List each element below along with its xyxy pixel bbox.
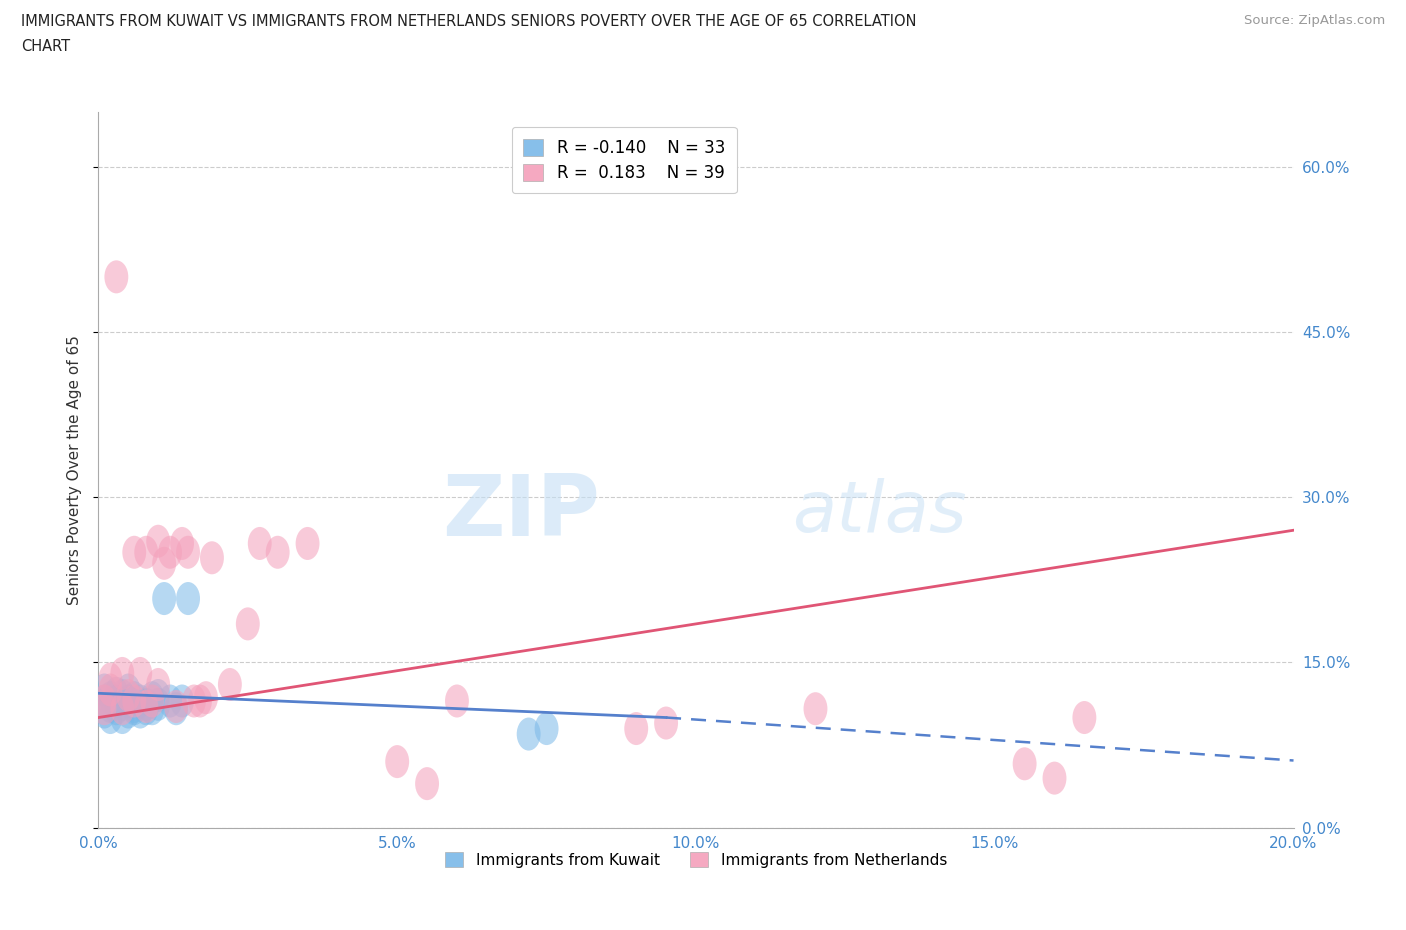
Ellipse shape (624, 712, 648, 745)
Ellipse shape (111, 692, 135, 725)
Ellipse shape (98, 690, 122, 723)
Ellipse shape (141, 681, 165, 714)
Text: atlas: atlas (792, 478, 966, 547)
Ellipse shape (122, 681, 146, 714)
Ellipse shape (152, 582, 176, 615)
Text: Source: ZipAtlas.com: Source: ZipAtlas.com (1244, 14, 1385, 27)
Ellipse shape (146, 668, 170, 701)
Ellipse shape (128, 684, 152, 718)
Ellipse shape (111, 701, 135, 734)
Ellipse shape (295, 527, 319, 560)
Ellipse shape (122, 690, 146, 723)
Ellipse shape (654, 707, 678, 739)
Ellipse shape (104, 677, 128, 710)
Ellipse shape (98, 681, 122, 714)
Ellipse shape (98, 662, 122, 696)
Ellipse shape (170, 684, 194, 718)
Ellipse shape (111, 679, 135, 712)
Ellipse shape (446, 684, 470, 718)
Ellipse shape (117, 696, 141, 728)
Ellipse shape (266, 536, 290, 569)
Ellipse shape (122, 684, 146, 718)
Ellipse shape (135, 690, 159, 723)
Text: CHART: CHART (21, 39, 70, 54)
Ellipse shape (236, 607, 260, 641)
Ellipse shape (804, 692, 827, 725)
Ellipse shape (104, 692, 128, 725)
Ellipse shape (98, 673, 122, 707)
Ellipse shape (135, 688, 159, 721)
Ellipse shape (104, 260, 128, 293)
Ellipse shape (93, 684, 117, 718)
Ellipse shape (146, 525, 170, 558)
Ellipse shape (247, 527, 271, 560)
Ellipse shape (159, 536, 183, 569)
Ellipse shape (218, 668, 242, 701)
Ellipse shape (104, 684, 128, 718)
Ellipse shape (135, 692, 159, 725)
Ellipse shape (165, 690, 188, 723)
Ellipse shape (93, 684, 117, 718)
Ellipse shape (176, 582, 200, 615)
Ellipse shape (117, 679, 141, 712)
Text: IMMIGRANTS FROM KUWAIT VS IMMIGRANTS FROM NETHERLANDS SENIORS POVERTY OVER THE A: IMMIGRANTS FROM KUWAIT VS IMMIGRANTS FRO… (21, 14, 917, 29)
Ellipse shape (93, 692, 117, 725)
Ellipse shape (194, 681, 218, 714)
Ellipse shape (200, 541, 224, 575)
Ellipse shape (122, 692, 146, 725)
Ellipse shape (128, 657, 152, 690)
Ellipse shape (117, 684, 141, 718)
Ellipse shape (534, 712, 558, 745)
Text: ZIP: ZIP (443, 472, 600, 554)
Ellipse shape (517, 718, 541, 751)
Ellipse shape (165, 692, 188, 725)
Ellipse shape (183, 684, 207, 718)
Ellipse shape (111, 657, 135, 690)
Ellipse shape (159, 684, 183, 718)
Ellipse shape (170, 527, 194, 560)
Ellipse shape (93, 696, 117, 728)
Ellipse shape (141, 684, 165, 718)
Ellipse shape (141, 692, 165, 725)
Ellipse shape (111, 688, 135, 721)
Ellipse shape (1043, 762, 1067, 794)
Legend: Immigrants from Kuwait, Immigrants from Netherlands: Immigrants from Kuwait, Immigrants from … (439, 845, 953, 874)
Ellipse shape (122, 536, 146, 569)
Ellipse shape (415, 767, 439, 800)
Ellipse shape (1073, 701, 1097, 734)
Ellipse shape (98, 701, 122, 734)
Ellipse shape (152, 547, 176, 579)
Ellipse shape (128, 696, 152, 728)
Ellipse shape (135, 536, 159, 569)
Ellipse shape (176, 536, 200, 569)
Ellipse shape (117, 673, 141, 707)
Ellipse shape (146, 688, 170, 721)
Y-axis label: Seniors Poverty Over the Age of 65: Seniors Poverty Over the Age of 65 (67, 335, 83, 604)
Ellipse shape (146, 679, 170, 712)
Ellipse shape (93, 673, 117, 707)
Ellipse shape (1012, 748, 1036, 780)
Ellipse shape (188, 684, 212, 718)
Ellipse shape (385, 745, 409, 778)
